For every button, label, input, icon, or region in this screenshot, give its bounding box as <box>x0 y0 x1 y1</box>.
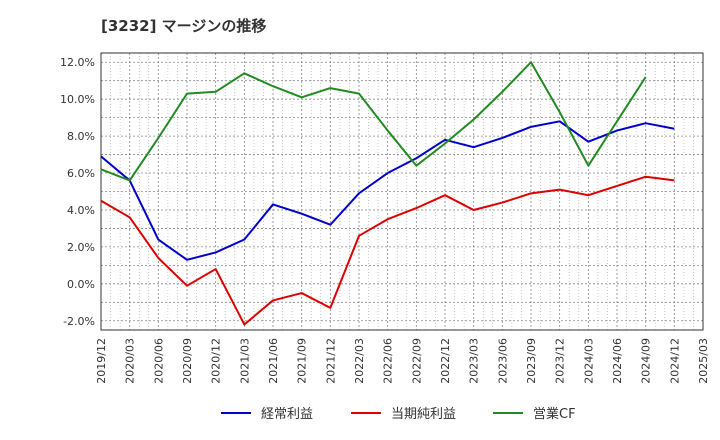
x-tick-label: 2022/06 <box>382 338 395 384</box>
x-tick-label: 2022/09 <box>410 338 423 384</box>
x-tick-label: 2024/12 <box>668 338 681 384</box>
x-tick-label: 2020/03 <box>124 338 137 384</box>
x-tick-label: 2020/12 <box>210 338 223 384</box>
x-tick-label: 2021/12 <box>324 338 337 384</box>
y-tick-label: 12.0% <box>60 56 95 69</box>
series-line-3 <box>100 61 647 182</box>
x-tick-label: 2023/12 <box>554 338 567 384</box>
series-line-2 <box>100 175 675 326</box>
plot-frame <box>100 52 704 331</box>
x-tick-label: 2022/03 <box>353 338 366 384</box>
x-tick-label: 2023/03 <box>468 338 481 384</box>
y-tick-label: 6.0% <box>67 167 95 180</box>
legend-label-2: 当期純利益 <box>391 407 456 422</box>
legend: 経常利益 当期純利益 営業CF <box>221 406 576 422</box>
x-tick-label: 2024/03 <box>582 338 595 384</box>
x-tick-label: 2019/12 <box>95 338 108 384</box>
x-tick-label: 2024/09 <box>640 338 653 384</box>
y-tick-label: 4.0% <box>67 204 95 217</box>
y-tick-label: 8.0% <box>67 130 95 143</box>
y-tick-label: 0.0% <box>67 278 95 291</box>
series-line-1 <box>100 120 675 261</box>
y-tick-label: 10.0% <box>60 93 95 106</box>
x-tick-label: 2020/09 <box>181 338 194 384</box>
y-tick-label: -2.0% <box>63 315 95 328</box>
legend-label-3: 営業CF <box>533 406 576 422</box>
x-tick-label: 2023/09 <box>525 338 538 384</box>
x-tick-label: 2023/06 <box>496 338 509 384</box>
axes: -2.0% 0.0% 2.0% 4.0% 6.0% 8.0% 10.0% 12.0% 2019/… <box>60 52 710 384</box>
x-tick-label: 2021/09 <box>296 338 309 384</box>
y-tick-label: 2.0% <box>67 241 95 254</box>
chart-title: [3232] マージンの推移 <box>101 17 266 35</box>
grid <box>100 53 704 330</box>
x-tick-label: 2021/03 <box>238 338 251 384</box>
x-tick-label: 2021/06 <box>267 338 280 384</box>
x-tick-label: 2020/06 <box>152 338 165 384</box>
series-lines <box>100 61 675 326</box>
legend-label-1: 経常利益 <box>261 407 313 422</box>
x-tick-label: 2024/06 <box>611 338 624 384</box>
x-tick-label: 2025/03 <box>697 338 710 384</box>
x-tick-label: 2022/12 <box>439 338 452 384</box>
